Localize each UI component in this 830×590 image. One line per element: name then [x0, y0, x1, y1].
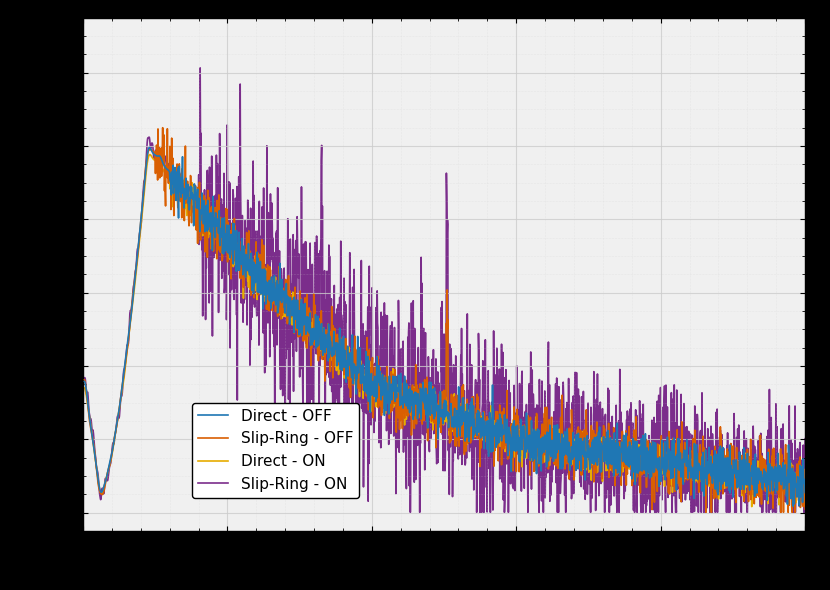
- Direct - OFF: [779, 473, 789, 480]
- Slip-Ring - ON: [779, 461, 789, 468]
- Direct - ON: [411, 399, 421, 406]
- Direct - OFF: [144, 144, 154, 151]
- Direct - OFF: [430, 411, 440, 418]
- Direct - OFF: [116, 391, 126, 398]
- Direct - ON: [647, 459, 657, 466]
- Slip-Ring - ON: [405, 509, 415, 516]
- Slip-Ring - OFF: [647, 453, 657, 460]
- Line: Direct - OFF: Direct - OFF: [85, 148, 805, 506]
- Line: Direct - ON: Direct - ON: [85, 155, 805, 507]
- Slip-Ring - ON: [780, 466, 790, 473]
- Direct - OFF: [411, 389, 421, 396]
- Direct - OFF: [80, 378, 90, 385]
- Slip-Ring - OFF: [430, 420, 440, 427]
- Slip-Ring - OFF: [158, 124, 168, 131]
- Slip-Ring - OFF: [80, 376, 90, 384]
- Direct - ON: [430, 388, 440, 395]
- Slip-Ring - OFF: [800, 506, 810, 513]
- Direct - ON: [779, 481, 789, 489]
- Slip-Ring - OFF: [116, 390, 126, 397]
- Slip-Ring - ON: [80, 374, 90, 381]
- Line: Slip-Ring - OFF: Slip-Ring - OFF: [85, 127, 805, 512]
- Line: Slip-Ring - ON: Slip-Ring - ON: [85, 68, 805, 512]
- Slip-Ring - OFF: [780, 485, 790, 492]
- Slip-Ring - ON: [412, 408, 422, 415]
- Slip-Ring - OFF: [706, 509, 716, 516]
- Slip-Ring - ON: [431, 398, 441, 405]
- Direct - OFF: [800, 489, 810, 496]
- Direct - ON: [144, 151, 154, 158]
- Direct - OFF: [647, 453, 657, 460]
- Slip-Ring - ON: [647, 496, 657, 503]
- Direct - ON: [800, 486, 810, 493]
- Direct - OFF: [779, 477, 789, 484]
- Direct - ON: [116, 393, 126, 400]
- Direct - OFF: [788, 503, 798, 510]
- Slip-Ring - OFF: [411, 402, 421, 409]
- Direct - ON: [747, 503, 757, 510]
- Slip-Ring - ON: [800, 435, 810, 442]
- Direct - ON: [780, 484, 790, 491]
- Slip-Ring - OFF: [779, 490, 789, 497]
- Direct - ON: [80, 385, 90, 392]
- Slip-Ring - ON: [116, 393, 126, 400]
- Slip-Ring - ON: [195, 64, 205, 71]
- Legend: Direct - OFF, Slip-Ring - OFF, Direct - ON, Slip-Ring - ON: Direct - OFF, Slip-Ring - OFF, Direct - …: [192, 402, 359, 498]
